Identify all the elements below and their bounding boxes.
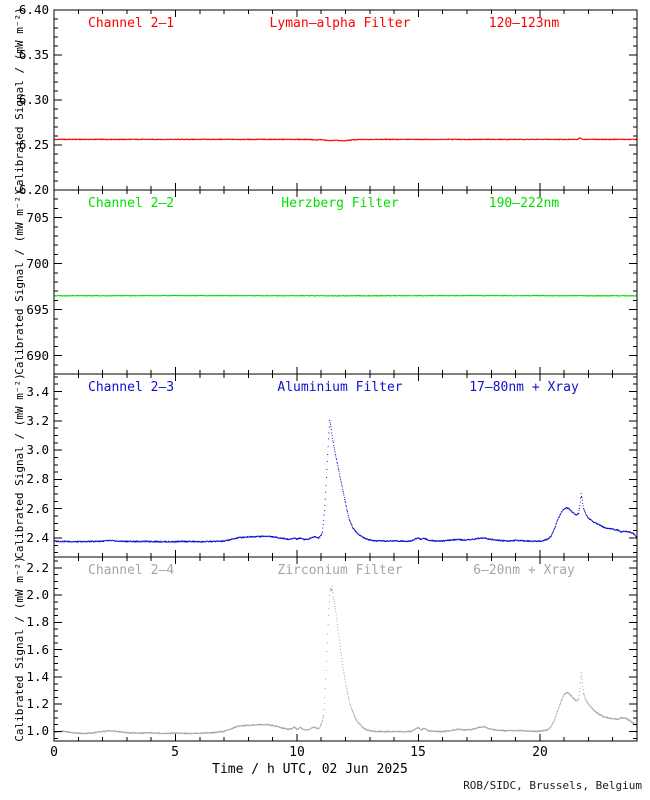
panel-1-y-tick-label: 6.25 <box>18 137 49 152</box>
panel-4-frame <box>53 556 638 742</box>
series-3 <box>53 420 638 543</box>
panel-2-filter-label: Herzberg Filter <box>281 196 399 211</box>
series-2 <box>53 294 638 297</box>
x-tick-label: 0 <box>50 745 58 760</box>
x-tick-label: 15 <box>410 745 426 760</box>
x-tick-label: 10 <box>289 745 305 760</box>
panel-2-y-tick-label: 700 <box>26 256 49 271</box>
axis-ticks <box>53 9 638 741</box>
x-tick-label: 20 <box>532 745 548 760</box>
panel-1-y-tick-label: 6.30 <box>18 92 49 107</box>
series-1 <box>53 137 638 142</box>
panel-3-y-tick-label: 2.6 <box>26 501 49 516</box>
panel-3-y-tick-label: 2.4 <box>26 530 49 545</box>
panel-3-y-tick-label: 3.4 <box>26 384 49 399</box>
panel-4-range-label: 6–20nm + Xray <box>473 563 575 578</box>
panel-1-channel-label: Channel 2–1 <box>88 16 175 31</box>
x-tick-label: 5 <box>171 745 179 760</box>
panel-2-y-tick-label: 690 <box>26 348 49 363</box>
panel-4-filter-label: Zirconium Filter <box>277 563 403 578</box>
panel-3-y-tick-label: 3.2 <box>26 413 49 428</box>
panel-2-frame <box>53 189 638 375</box>
panel-4-y-tick-label: 1.8 <box>26 614 49 629</box>
panel-2-channel-label: Channel 2–2 <box>88 196 175 211</box>
panel-3-filter-label: Aluminium Filter <box>277 380 403 395</box>
panel-4-y-tick-label: 1.6 <box>26 642 49 657</box>
panel-4-y-tick-label: 2.0 <box>26 587 49 602</box>
panel-2-y-tick-label: 705 <box>26 210 49 225</box>
panel-1-frame <box>53 9 638 191</box>
credit-footer: ROB/SIDC, Brussels, Belgium <box>463 779 642 792</box>
panel-2-y-tick-label: 695 <box>26 302 49 317</box>
panel-3-range-label: 17–80nm + Xray <box>469 380 579 395</box>
panel-4-y-tick-label: 2.2 <box>26 560 49 575</box>
panel-3-y-tick-label: 3.0 <box>26 442 49 457</box>
x-axis-title: Time / h UTC, 02 Jun 2025 <box>212 762 408 777</box>
panel-3-channel-label: Channel 2–3 <box>88 380 175 395</box>
panel-3-frame <box>53 373 638 558</box>
panel-3-y-tick-label: 2.8 <box>26 471 49 486</box>
panel-1-y-tick-label: 6.35 <box>18 47 49 62</box>
panel-4-y-tick-label: 1.2 <box>26 696 49 711</box>
panel-4-channel-label: Channel 2–4 <box>88 563 175 578</box>
panel-1-y-tick-label: 6.40 <box>18 2 49 17</box>
panel-4-y-tick-label: 1.0 <box>26 723 49 738</box>
panel-1-y-tick-label: 6.20 <box>18 182 49 197</box>
series-4 <box>53 586 638 735</box>
panel-1-filter-label: Lyman–alpha Filter <box>269 16 411 31</box>
panel-4-y-tick-label: 1.4 <box>26 669 49 684</box>
panel-2-range-label: 190–222nm <box>488 196 560 211</box>
panel-1-range-label: 120–123nm <box>488 16 560 31</box>
